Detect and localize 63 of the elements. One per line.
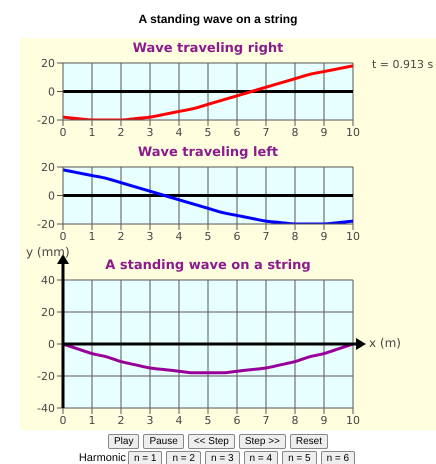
x-tick-label: 10 [346, 126, 360, 139]
button: Play [108, 434, 140, 449]
y-tick-label: 20 [41, 160, 55, 174]
x-tick-label: 6 [234, 126, 240, 139]
y-tick-label: -20 [37, 218, 55, 231]
y-tick-label: -20 [37, 370, 55, 383]
x-tick-label: 6 [234, 230, 240, 243]
x-tick-label: 4 [176, 126, 182, 139]
x-tick-label: 1 [88, 230, 96, 243]
button: Step >> [238, 434, 286, 449]
x-tick-label: 5 [204, 230, 212, 243]
x-tick-label: 10 [346, 230, 360, 243]
x-tick-label: 8 [292, 230, 298, 243]
x-tick-label: 8 [292, 414, 298, 427]
button: Reset [290, 434, 328, 449]
text: Harmonic [78, 452, 126, 464]
button: Pause [143, 434, 184, 449]
chart-title: A standing wave on a string [104, 258, 312, 273]
button: n = 2 [166, 451, 201, 464]
button: n = 1 [128, 451, 162, 464]
x-tick-label: 2 [118, 126, 124, 139]
x-tick-label: 7 [262, 126, 270, 139]
y-tick-label: -40 [37, 402, 55, 415]
x-tick-label: 3 [146, 126, 154, 139]
x-tick-label: 8 [292, 126, 298, 139]
x-tick-label: 6 [234, 414, 240, 427]
x-tick-label: 5 [204, 414, 212, 427]
x-tick-label: 9 [320, 126, 328, 139]
x-axis-title: x (m) [369, 336, 401, 350]
x-tick-label: 1 [88, 126, 96, 139]
x-tick-label: 2 [118, 230, 124, 243]
x-tick-label: 3 [146, 230, 154, 243]
x-tick-label: 9 [320, 414, 328, 427]
x-tick-label: 7 [262, 230, 270, 243]
y-tick-label: 20 [41, 56, 55, 70]
x-tick-label: 9 [320, 230, 328, 243]
x-tick-label: 10 [346, 414, 360, 427]
x-tick-label: 1 [88, 414, 96, 427]
button: n = 5 [282, 451, 317, 464]
text: t = 0.913 s [372, 58, 434, 71]
x-tick-label: 7 [262, 414, 270, 427]
x-tick-label: 5 [204, 126, 212, 139]
x-tick-label: 2 [118, 414, 124, 427]
button: << Step [188, 434, 235, 449]
button: n = 4 [244, 451, 278, 464]
text: A standing wave on a string [138, 12, 298, 26]
y-tick-label: 40 [41, 274, 55, 287]
x-tick-label: 0 [60, 126, 66, 139]
y-tick-label: 0 [48, 85, 55, 98]
x-tick-label: 0 [60, 230, 66, 243]
y-tick-label: 0 [48, 189, 55, 202]
y-axis-title: y (mm) [26, 245, 70, 259]
button: n = 6 [320, 451, 356, 464]
button: n = 3 [205, 451, 240, 464]
x-tick-label: 4 [176, 230, 182, 243]
y-tick-label: -20 [37, 114, 55, 127]
y-tick-label: 20 [41, 306, 55, 319]
y-tick-label: 0 [48, 338, 55, 351]
chart-title: Wave traveling right [132, 41, 284, 56]
x-tick-label: 4 [176, 414, 182, 427]
chart-title: Wave traveling left [136, 145, 280, 160]
x-tick-label: 3 [146, 414, 154, 427]
x-tick-label: 0 [60, 414, 66, 427]
